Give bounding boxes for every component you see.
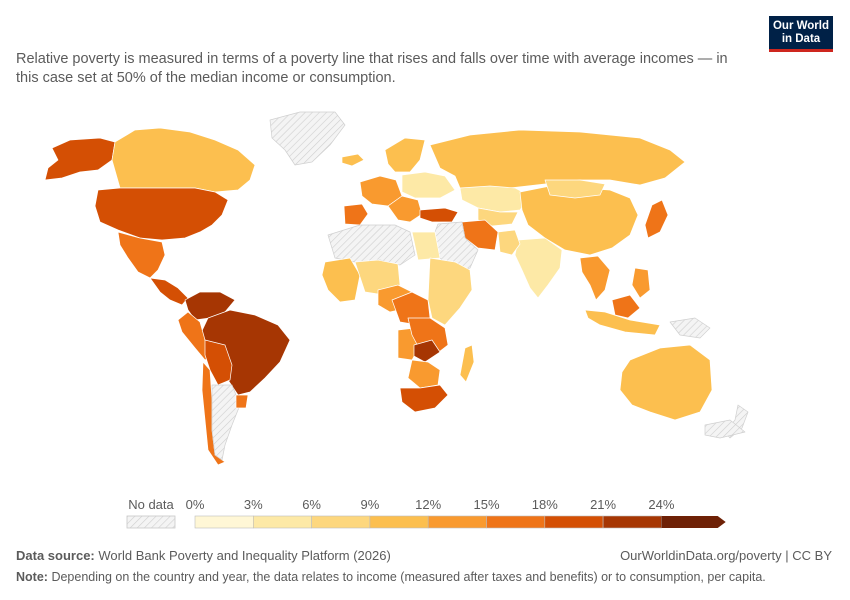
region-uruguay[interactable] bbox=[235, 394, 249, 409]
legend-bin[interactable] bbox=[194, 515, 254, 529]
region-pakistan[interactable] bbox=[497, 229, 521, 256]
region-russia[interactable] bbox=[429, 129, 686, 193]
legend-bin[interactable] bbox=[544, 515, 604, 529]
note-text: Depending on the country and year, the d… bbox=[51, 570, 766, 584]
region-sahel[interactable] bbox=[354, 259, 401, 296]
region-central-america[interactable] bbox=[149, 277, 189, 306]
region-indonesia[interactable] bbox=[584, 309, 661, 336]
region-australia[interactable] bbox=[619, 344, 713, 421]
region-turkey[interactable] bbox=[419, 207, 459, 223]
region-eastern-europe[interactable] bbox=[401, 171, 456, 199]
legend-no-data-swatch bbox=[126, 515, 176, 529]
legend-bin[interactable] bbox=[369, 515, 429, 529]
logo-line-1: Our World bbox=[772, 20, 829, 32]
region-iberia[interactable] bbox=[343, 203, 369, 226]
region-east-africa[interactable] bbox=[427, 257, 473, 326]
legend-bin[interactable] bbox=[253, 515, 312, 529]
legend-tick-label: 12% bbox=[415, 497, 441, 512]
legend-tick-label: 9% bbox=[361, 497, 380, 512]
legend-no-data-label: No data bbox=[128, 497, 174, 512]
region-papua-new-guinea[interactable] bbox=[669, 317, 711, 339]
region-mongolia[interactable] bbox=[544, 179, 606, 199]
region-central-asia[interactable] bbox=[477, 207, 519, 227]
region-united-states[interactable] bbox=[94, 187, 229, 241]
legend-bin[interactable] bbox=[311, 515, 371, 529]
region-south-africa[interactable] bbox=[399, 384, 449, 413]
region-kazakhstan[interactable] bbox=[459, 185, 531, 213]
legend-tick-label: 18% bbox=[532, 497, 558, 512]
region-west-africa[interactable] bbox=[321, 257, 361, 303]
world-map bbox=[44, 111, 749, 466]
region-zambia-core[interactable] bbox=[413, 339, 441, 363]
region-canada[interactable] bbox=[111, 127, 256, 193]
region-philippines[interactable] bbox=[631, 267, 651, 299]
region-egypt[interactable] bbox=[411, 231, 441, 261]
note-label: Note: bbox=[16, 570, 48, 584]
chart-subtitle: Relative poverty is measured in terms of… bbox=[16, 51, 728, 86]
footnote: Note: Depending on the country and year,… bbox=[16, 570, 766, 584]
legend-bin[interactable] bbox=[602, 515, 662, 529]
region-greenland[interactable] bbox=[269, 111, 346, 166]
region-chile[interactable] bbox=[201, 361, 226, 466]
legend-tick-label: 24% bbox=[648, 497, 674, 512]
legend-tick-label: 3% bbox=[244, 497, 263, 512]
data-source-text: World Bank Poverty and Inequality Platfo… bbox=[98, 548, 391, 563]
region-north-africa[interactable] bbox=[327, 224, 416, 266]
region-antarctic-fringe[interactable] bbox=[704, 419, 746, 439]
legend-tick-label: 0% bbox=[186, 497, 205, 512]
legend-bin[interactable] bbox=[661, 516, 726, 528]
source-link[interactable]: OurWorldinData.org/poverty | CC BY bbox=[620, 548, 832, 563]
legend-tick-label: 21% bbox=[590, 497, 616, 512]
region-southern-africa[interactable] bbox=[407, 359, 441, 389]
region-mexico[interactable] bbox=[117, 231, 166, 279]
region-alaska[interactable] bbox=[44, 137, 116, 181]
legend-tick-label: 15% bbox=[473, 497, 499, 512]
region-borneo[interactable] bbox=[611, 294, 641, 319]
map-legend: No data 0% 3% 6% 9% 12% 15% 18% 21% 24% bbox=[126, 497, 726, 529]
region-iceland[interactable] bbox=[341, 153, 365, 167]
legend-bin[interactable] bbox=[427, 515, 487, 529]
legend-tick-label: 6% bbox=[302, 497, 321, 512]
legend-bin[interactable] bbox=[486, 515, 546, 529]
owid-logo[interactable]: Our World in Data bbox=[769, 16, 833, 52]
logo-line-2: in Data bbox=[781, 33, 821, 45]
data-source-label: Data source: bbox=[16, 548, 95, 563]
data-source: Data source: World Bank Poverty and Ineq… bbox=[16, 548, 391, 563]
region-madagascar[interactable] bbox=[459, 344, 475, 383]
region-japan[interactable] bbox=[644, 199, 669, 239]
region-bolivia-paraguay[interactable] bbox=[204, 339, 233, 386]
region-india[interactable] bbox=[514, 237, 563, 299]
region-southeast-asia[interactable] bbox=[579, 255, 611, 301]
region-scandinavia[interactable] bbox=[384, 137, 426, 173]
